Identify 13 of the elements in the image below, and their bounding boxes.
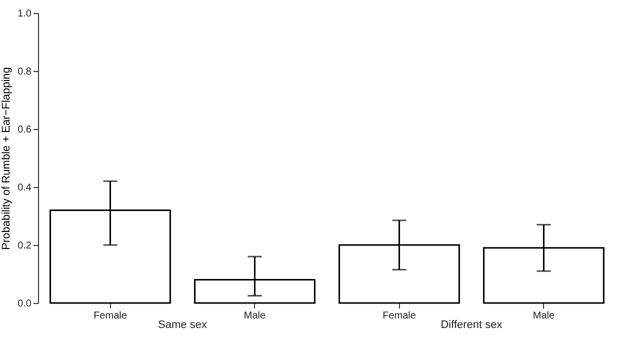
x-tick-label: Female	[382, 310, 416, 322]
y-tick-label: 0.6	[18, 124, 32, 136]
y-axis-title: Probability of Rumble + Ear−Flapping	[0, 67, 13, 250]
x-tick-label: Male	[244, 310, 266, 322]
y-tick-label: 0.0	[18, 298, 32, 310]
y-tick-label: 1.0	[18, 8, 32, 20]
y-tick-label: 0.2	[18, 240, 32, 252]
text: Different sex	[440, 319, 503, 331]
x-tick-label: Male	[532, 310, 556, 322]
text: Same sex	[158, 319, 208, 331]
x-tick-label: Female	[94, 310, 128, 322]
y-tick-label: 0.8	[18, 66, 32, 78]
y-tick-label: 0.4	[18, 182, 32, 194]
